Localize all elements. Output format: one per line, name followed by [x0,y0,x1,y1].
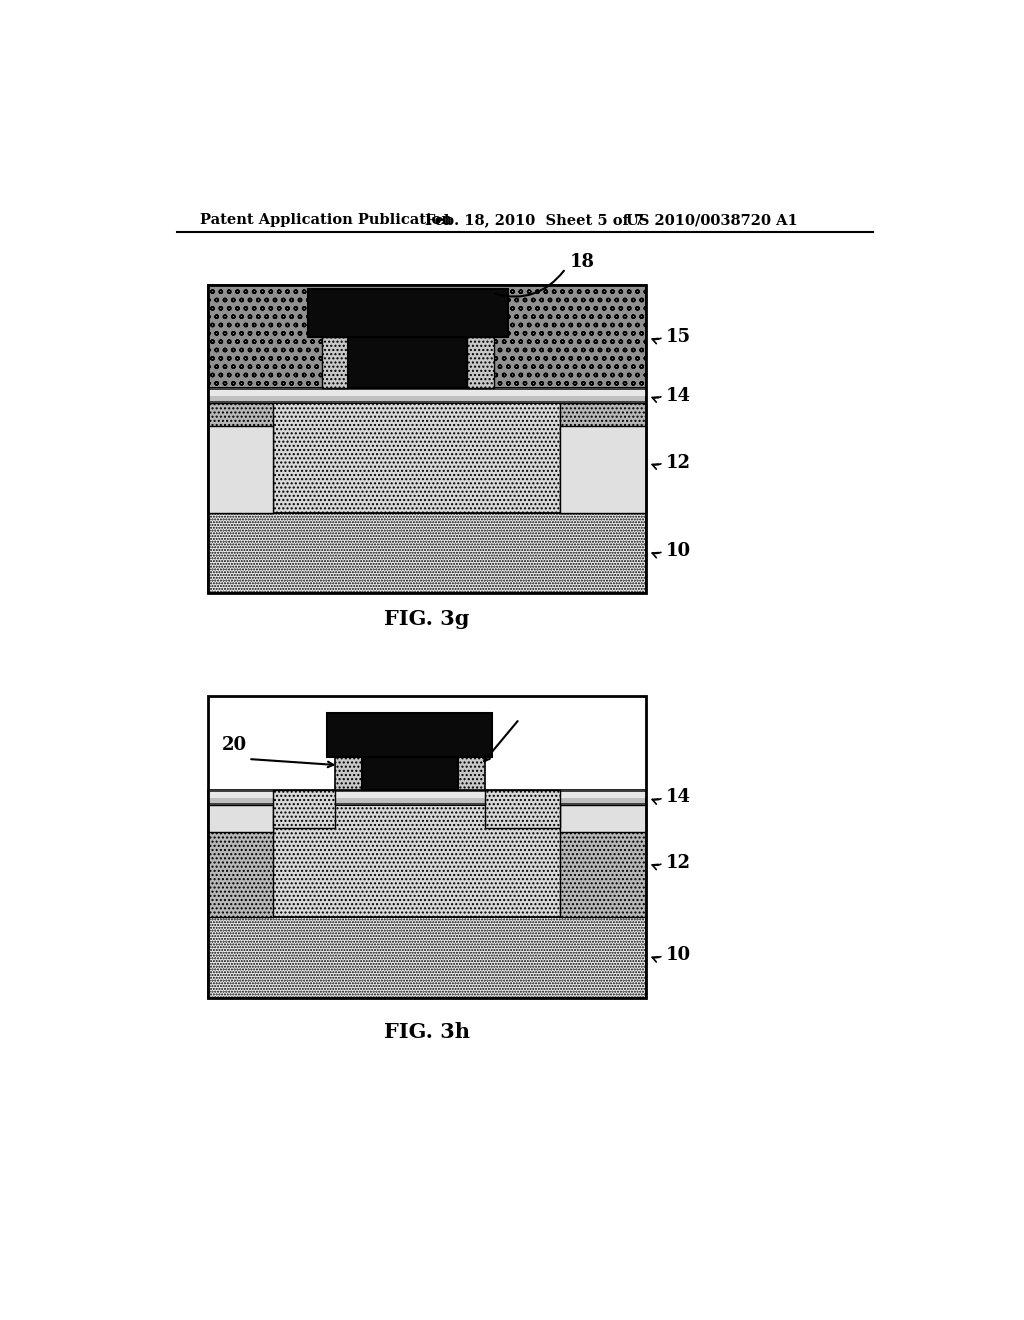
Bar [208,789,646,792]
Bar [208,388,646,391]
Text: 20: 20 [221,737,247,754]
Bar [208,391,646,396]
Bar [208,805,273,917]
Bar [560,404,646,512]
Bar [307,289,508,337]
Text: 10: 10 [666,543,691,560]
Bar [560,805,646,917]
Bar [208,426,273,512]
Bar [208,805,273,832]
Bar [327,713,493,758]
Text: FIG. 3h: FIG. 3h [384,1023,470,1043]
Bar [467,337,494,388]
Text: Patent Application Publication: Patent Application Publication [200,213,452,227]
Text: FIG. 3g: FIG. 3g [384,609,470,628]
Bar [484,789,560,829]
Bar [208,696,646,998]
Bar [208,917,646,998]
Bar [273,789,335,829]
Text: 15: 15 [666,329,691,346]
Bar [560,426,646,512]
Bar [208,401,646,404]
Bar [208,388,646,404]
Bar [208,792,646,797]
Text: 10: 10 [666,946,691,965]
Bar [208,512,646,594]
Bar [560,805,646,832]
Text: 18: 18 [569,253,595,272]
Bar [348,337,467,388]
Text: 12: 12 [666,854,691,873]
Text: Feb. 18, 2010  Sheet 5 of 7: Feb. 18, 2010 Sheet 5 of 7 [425,213,644,227]
Bar [208,285,646,388]
Bar [208,404,273,512]
Bar [208,285,646,594]
Text: 14: 14 [666,387,691,404]
Bar [208,789,646,805]
Text: 12: 12 [666,454,691,471]
Bar [335,758,361,789]
Bar [361,758,458,789]
Bar [208,803,646,805]
Bar [322,337,348,388]
Text: US 2010/0038720 A1: US 2010/0038720 A1 [626,213,798,227]
Bar [208,404,646,512]
Bar [208,805,646,917]
Bar [458,758,484,789]
Text: 14: 14 [666,788,691,807]
